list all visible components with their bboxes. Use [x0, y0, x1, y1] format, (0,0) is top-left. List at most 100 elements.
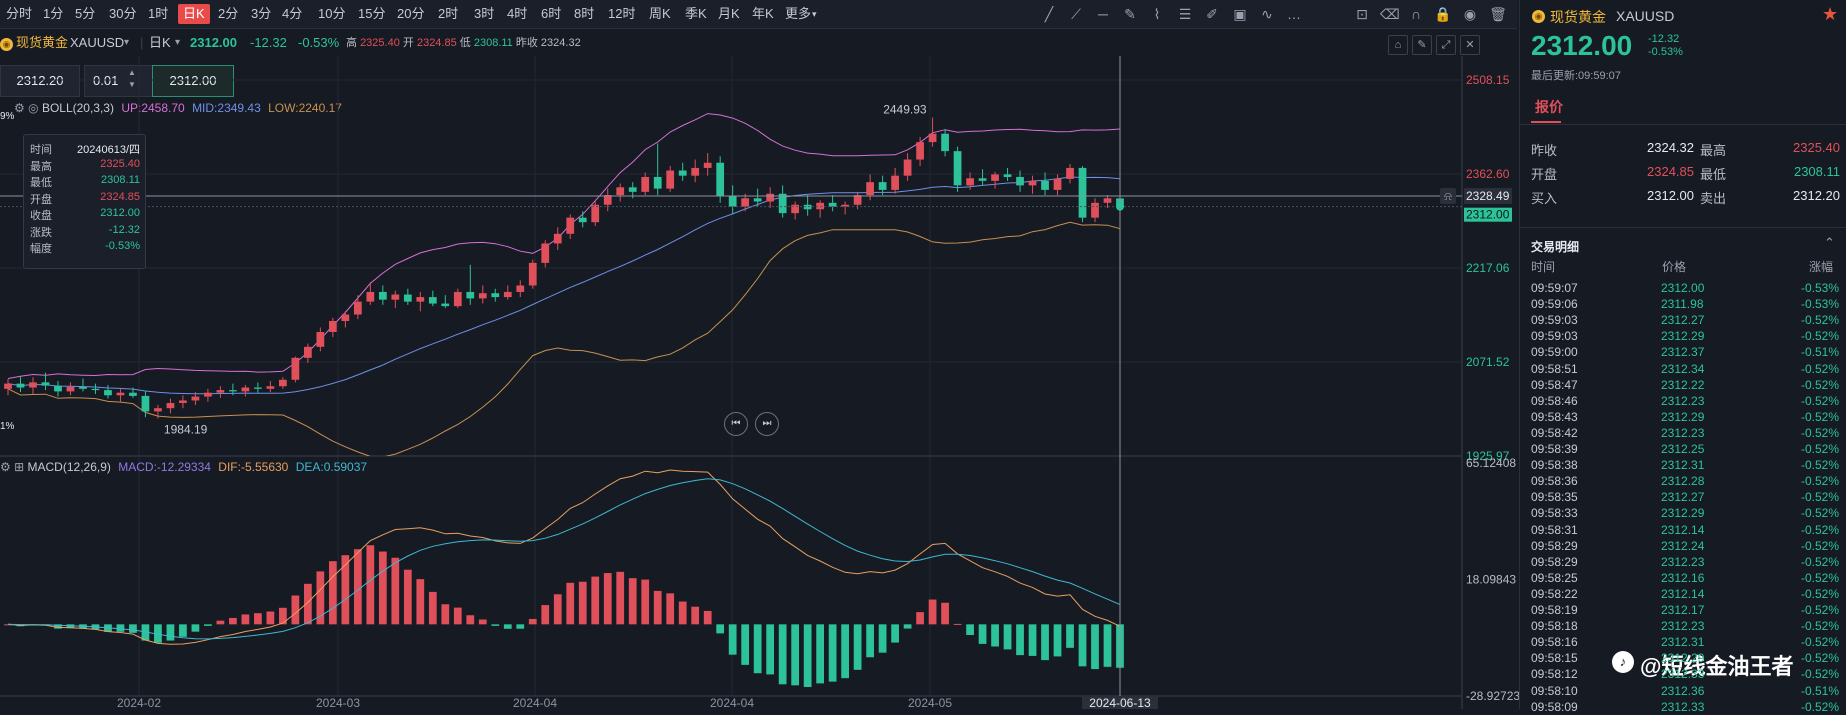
close-icon[interactable]: ✕: [1460, 35, 1480, 55]
timeframe-11[interactable]: 20分: [397, 6, 425, 21]
fullscreen-icon[interactable]: ⤢: [1436, 35, 1456, 55]
buy-price-input[interactable]: 2312.00: [152, 65, 234, 97]
candle[interactable]: [666, 165, 675, 192]
candle[interactable]: [603, 188, 612, 212]
trade-row[interactable]: 09:59:03 2312.29 -0.52%: [1531, 328, 1839, 344]
candle[interactable]: [141, 391, 150, 418]
fib-icon[interactable]: ☰: [1178, 6, 1192, 22]
candle[interactable]: [566, 214, 575, 239]
candle[interactable]: [741, 193, 750, 212]
candle[interactable]: [778, 185, 787, 218]
trade-row[interactable]: 09:59:07 2312.00 -0.53%: [1531, 280, 1839, 296]
candle[interactable]: [753, 188, 762, 207]
candle[interactable]: [316, 327, 325, 352]
timeframe-8[interactable]: 4分: [282, 6, 303, 21]
candle[interactable]: [1041, 172, 1049, 196]
candle[interactable]: [16, 375, 25, 393]
candle[interactable]: [991, 171, 999, 189]
trend-line-icon[interactable]: ╱: [1044, 6, 1054, 22]
candle[interactable]: [591, 201, 600, 227]
wave-icon[interactable]: ∿: [1261, 6, 1273, 22]
candle[interactable]: [1078, 165, 1087, 223]
skip-back-icon[interactable]: ⏮: [724, 412, 748, 436]
candle[interactable]: [728, 185, 737, 215]
candle[interactable]: [503, 285, 512, 300]
timeframe-22[interactable]: 更多: [785, 6, 812, 21]
indicator-icon[interactable]: ⌂: [1388, 35, 1408, 55]
note-icon[interactable]: ⊡: [1356, 6, 1368, 22]
trade-row[interactable]: 09:58:42 2312.23 -0.52%: [1531, 425, 1839, 441]
candle[interactable]: [279, 377, 287, 389]
timeframe-21[interactable]: 年K: [752, 6, 774, 21]
timeframe-7[interactable]: 3分: [251, 6, 272, 21]
trade-row[interactable]: 09:58:12 2312.33 -0.52%: [1531, 666, 1839, 682]
ellipsis-icon[interactable]: …: [1287, 6, 1301, 22]
candle[interactable]: [516, 280, 525, 298]
candle[interactable]: [553, 227, 562, 250]
timeframe-14[interactable]: 4时: [507, 6, 528, 21]
candle[interactable]: [66, 382, 75, 396]
candle[interactable]: [1028, 175, 1037, 194]
candle[interactable]: [441, 295, 450, 309]
candle[interactable]: [466, 264, 475, 305]
candle[interactable]: [1103, 195, 1112, 208]
quantity-stepper[interactable]: ▲ ▼: [128, 68, 136, 89]
candle[interactable]: [953, 146, 962, 192]
candle[interactable]: [616, 183, 625, 202]
horizontal-line-icon[interactable]: ─: [1098, 6, 1108, 22]
edit-icon[interactable]: ✎: [1412, 35, 1432, 55]
candle[interactable]: [1003, 167, 1012, 181]
trade-row[interactable]: 09:58:15 2312.29 -0.52%: [1531, 650, 1839, 666]
candle[interactable]: [716, 156, 725, 203]
candle[interactable]: [129, 387, 137, 398]
candle[interactable]: [341, 311, 350, 328]
candle[interactable]: [91, 383, 100, 394]
candle[interactable]: [803, 195, 812, 216]
candle[interactable]: [816, 200, 825, 218]
quantity-input[interactable]: 0.01: [84, 65, 154, 97]
trade-row[interactable]: 09:59:03 2312.27 -0.52%: [1531, 312, 1839, 328]
candle[interactable]: [678, 162, 687, 181]
candle[interactable]: [154, 404, 162, 419]
candle[interactable]: [941, 129, 949, 157]
trade-row[interactable]: 09:58:25 2312.16 -0.52%: [1531, 570, 1839, 586]
candle[interactable]: [1053, 174, 1062, 196]
magnet-icon[interactable]: ∩: [1410, 6, 1422, 22]
chevron-down-icon[interactable]: ▾: [124, 37, 130, 48]
trade-row[interactable]: 09:58:10 2312.36 -0.51%: [1531, 683, 1839, 699]
candle[interactable]: [491, 288, 500, 302]
trade-row[interactable]: 09:58:22 2312.14 -0.52%: [1531, 586, 1839, 602]
add-icon[interactable]: ⊞: [14, 460, 25, 474]
trade-row[interactable]: 09:58:29 2312.23 -0.52%: [1531, 554, 1839, 570]
eraser-icon[interactable]: ⌫: [1380, 6, 1400, 22]
trade-row[interactable]: 09:58:38 2312.31 -0.52%: [1531, 457, 1839, 473]
candle[interactable]: [403, 288, 412, 305]
candle[interactable]: [353, 295, 362, 320]
candle[interactable]: [116, 388, 125, 402]
candle[interactable]: [891, 167, 899, 194]
candle[interactable]: [878, 175, 887, 196]
candle[interactable]: [378, 285, 387, 305]
brush-icon[interactable]: ⌇: [1153, 6, 1161, 22]
trade-row[interactable]: 09:58:46 2312.23 -0.52%: [1531, 393, 1839, 409]
more-caret-icon[interactable]: ▾: [812, 9, 817, 19]
timeframe-16[interactable]: 8时: [574, 6, 595, 21]
candle[interactable]: [841, 201, 849, 215]
candle[interactable]: [916, 136, 924, 166]
timeframe-19[interactable]: 季K: [685, 6, 707, 21]
timeframe-1[interactable]: 1分: [43, 6, 64, 21]
candle[interactable]: [391, 290, 400, 309]
candle[interactable]: [541, 240, 550, 268]
eye-icon[interactable]: ◉: [1463, 6, 1477, 22]
pen-icon[interactable]: ✎: [1124, 6, 1136, 22]
timeframe-3[interactable]: 30分: [109, 6, 137, 21]
ray-icon[interactable]: ⟋: [1071, 6, 1081, 22]
candle[interactable]: [191, 392, 200, 405]
trade-row[interactable]: 09:59:00 2312.37 -0.51%: [1531, 344, 1839, 360]
candle[interactable]: [766, 187, 775, 208]
lock-icon[interactable]: 🔒: [1434, 6, 1452, 22]
candle[interactable]: [204, 388, 212, 402]
timeframe-18[interactable]: 周K: [649, 6, 671, 21]
candle[interactable]: [1016, 170, 1024, 192]
candle[interactable]: [1066, 164, 1074, 184]
